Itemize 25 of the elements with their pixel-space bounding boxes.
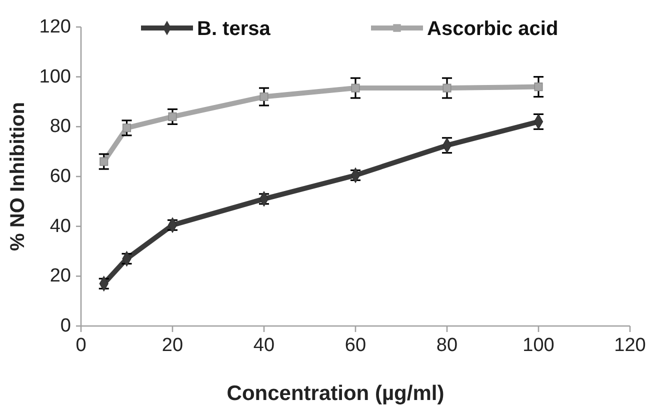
- point: [260, 92, 268, 102]
- y-axis-title: % NO Inhibition: [7, 102, 29, 251]
- point: [442, 84, 452, 92]
- y-tick-label: 20: [50, 266, 71, 287]
- x-tick-label: 0: [76, 335, 86, 356]
- x-tick-label: 40: [253, 335, 275, 356]
- y-tick-label: 40: [50, 216, 71, 237]
- y-tick-label: 120: [39, 16, 71, 38]
- x-tick-label: 20: [162, 335, 184, 356]
- y-tick-label: 60: [50, 166, 71, 187]
- point: [100, 157, 108, 166]
- point: [534, 82, 543, 92]
- legend-label: Ascorbic acid: [427, 18, 558, 40]
- x-tick-label: 120: [614, 335, 646, 356]
- point: [122, 124, 132, 132]
- y-tick-label: 0: [60, 316, 71, 336]
- x-axis-title: Concentration (µg/ml): [226, 382, 444, 405]
- y-tick-label: 80: [50, 116, 71, 138]
- x-tick-label: 80: [436, 335, 458, 356]
- legend-label: B. tersa: [197, 18, 272, 40]
- y-tick-label: 100: [39, 66, 71, 88]
- x-tick-label: 100: [522, 335, 554, 356]
- point: [168, 112, 177, 121]
- x-tick-label: 60: [344, 335, 366, 356]
- point: [351, 84, 360, 92]
